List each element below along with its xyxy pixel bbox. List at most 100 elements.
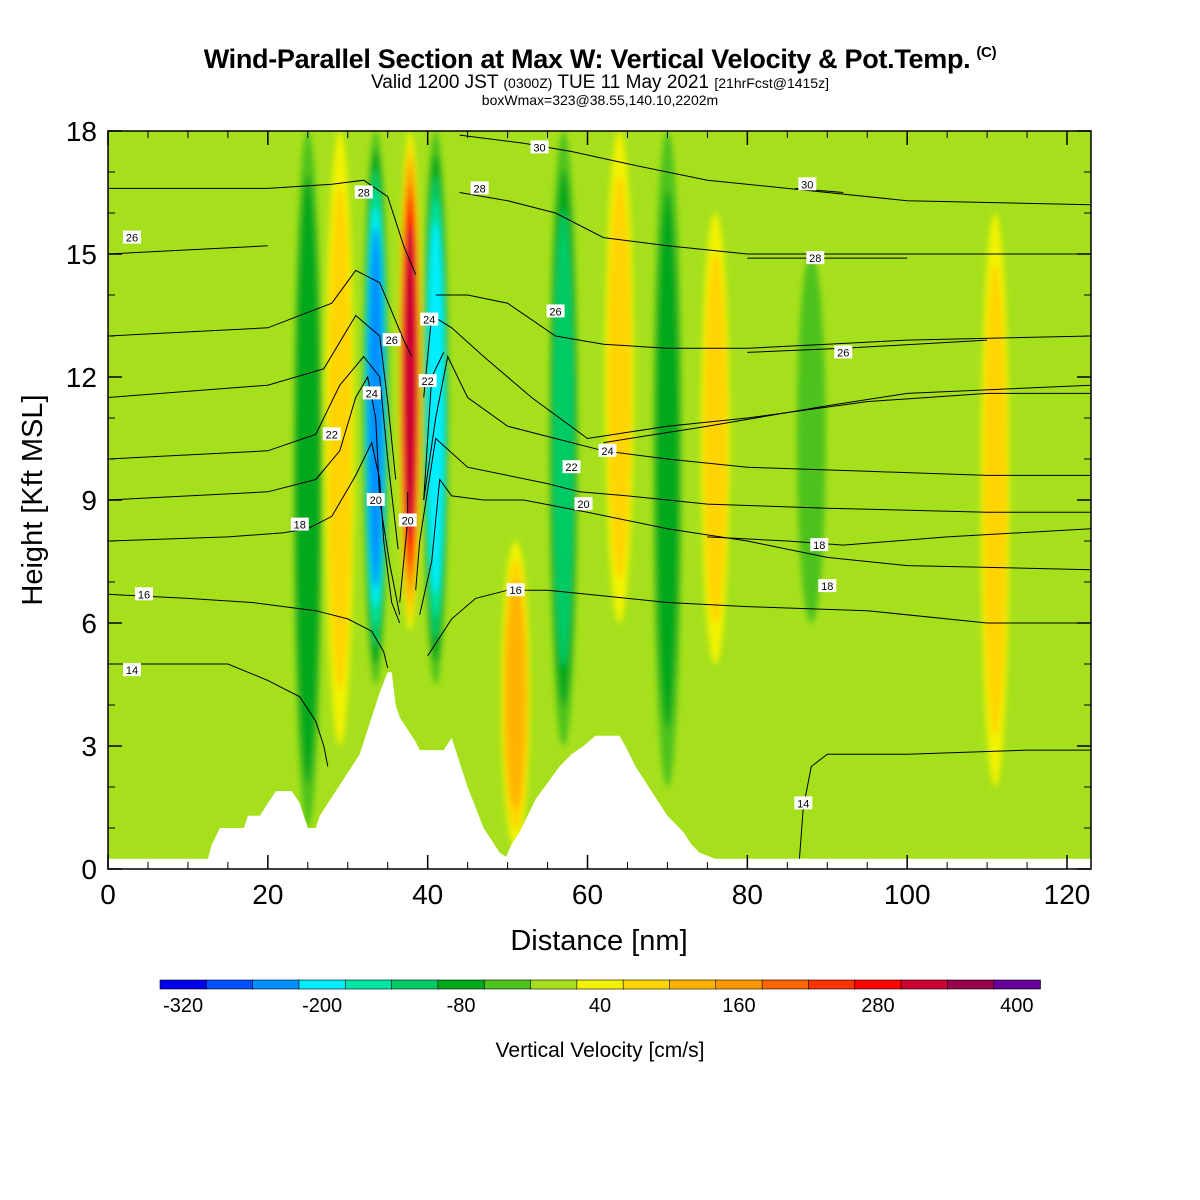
label-text: 24 [423, 315, 435, 327]
theta-contour-label: 18 [810, 538, 829, 552]
theta-contour [108, 179, 417, 275]
label-box [420, 312, 439, 326]
w-feature [362, 131, 389, 685]
w-feature [549, 131, 578, 746]
w-band [553, 210, 574, 667]
theta-contours [108, 134, 1091, 861]
label-box [834, 345, 853, 359]
label-box [366, 493, 385, 506]
label-text: 14 [126, 665, 138, 677]
theta-contour-label: 24 [598, 443, 617, 458]
theta-contour-label: 16 [134, 587, 153, 601]
theta-contour [423, 354, 1091, 501]
theta-contour [108, 663, 329, 767]
label-text: 24 [601, 446, 613, 458]
contour-labels: 14 14 16 16 18 18 18 20 20 20 22 22 22 24 24 24 26 26 26 26… [122, 140, 853, 810]
theta-contour-label: 20 [398, 513, 417, 528]
label-text: 14 [797, 798, 809, 810]
label-box [398, 513, 417, 527]
label-text: 24 [366, 388, 378, 400]
label-text: 30 [533, 142, 545, 154]
theta-contour-label: 22 [322, 427, 341, 441]
chart-subtitle-valid: Valid 1200 JST (0300Z) TUE 11 May 2021 [… [0, 72, 1200, 94]
colorbar-label: 40 [589, 995, 611, 1017]
x-tick-label: 120 [1044, 879, 1091, 910]
colorbar-swatch [947, 979, 995, 990]
colorbar-swatch [715, 979, 763, 990]
label-box [354, 185, 373, 199]
valid-time: Valid 1200 JST [371, 72, 499, 93]
w-feature [700, 213, 730, 664]
label-box [574, 497, 593, 511]
theta-contour-label: 26 [834, 345, 853, 359]
colorbar-label: 280 [861, 995, 894, 1017]
w-band [403, 223, 417, 539]
label-box [134, 587, 153, 601]
w-feature [501, 541, 530, 849]
y-axis-title: Height [Kft MSL] [17, 394, 49, 605]
label-box [418, 374, 437, 388]
w-feature [605, 131, 634, 623]
theta-contour-label: 26 [546, 304, 565, 318]
theta-contour-label: 28 [354, 185, 373, 200]
colorbar-title: Vertical Velocity [cm/s] [496, 1039, 705, 1062]
w-feature [796, 254, 826, 623]
theta-contour-label: 14 [794, 796, 813, 810]
x-axis-title: Distance [nm] [510, 925, 687, 957]
w-band [703, 253, 727, 624]
forecast-info: [21hrFcst@1415z] [714, 75, 829, 91]
label-text: 22 [565, 462, 577, 474]
theta-contour [108, 593, 389, 669]
theta-contour [423, 314, 1091, 440]
label-box [530, 140, 549, 154]
colorbar-label: -80 [447, 995, 476, 1017]
theta-contour-label: 14 [122, 663, 141, 677]
w-band [505, 580, 526, 809]
theta-contour [459, 192, 1091, 255]
theta-contour [707, 528, 1091, 546]
colorbar-swatch [669, 979, 717, 990]
axes: 0 20 40 60 80 100 120 0 3 6 9 12 15 18 [66, 116, 1091, 910]
label-box [470, 181, 489, 195]
label-text: 18 [821, 581, 833, 593]
label-box [290, 517, 309, 531]
theta-contour [108, 355, 399, 550]
theta-contour [108, 441, 401, 624]
y-tick-label: 0 [81, 854, 97, 885]
x-tick-label: 100 [884, 879, 931, 910]
colorbar-swatch [530, 979, 578, 990]
label-text: 30 [801, 179, 813, 191]
w-band [799, 287, 823, 590]
theta-contour-label: 28 [470, 181, 489, 195]
colorbar-swatch [252, 979, 300, 990]
label-text: 22 [326, 429, 338, 441]
theta-contour [415, 437, 1091, 591]
label-text: 22 [422, 376, 434, 388]
label-box [794, 796, 813, 810]
w-band [607, 175, 631, 579]
colorbar-swatch [576, 979, 624, 990]
label-box [122, 230, 141, 244]
label-box [562, 460, 581, 474]
theta-contour-label: 24 [420, 312, 439, 327]
chart-subtitle-box: boxWmax=323@38.55,140.10,2202m [481, 92, 719, 108]
theta-contour-label: 16 [506, 583, 525, 597]
y-tick-label: 3 [81, 731, 97, 762]
x-tick-label: 0 [100, 879, 116, 910]
theta-contour-label: 30 [530, 140, 549, 154]
label-text: 16 [138, 589, 150, 601]
y-tick-label: 6 [81, 608, 97, 639]
label-text: 20 [370, 495, 382, 507]
y-tick-label: 15 [66, 239, 97, 270]
colorbar-swatch [808, 979, 856, 990]
label-text: 26 [837, 347, 849, 359]
label-text: 20 [402, 516, 414, 528]
label-text: 28 [358, 188, 370, 200]
colorbar: -320 -200 -80 40 160 280 400 [159, 979, 1041, 1017]
x-tick-label: 40 [412, 879, 443, 910]
theta-contour-label: 20 [574, 497, 593, 511]
colorbar-swatch [344, 979, 393, 990]
colorbar-label: -320 [163, 995, 203, 1017]
colorbar-swatch [159, 979, 208, 990]
